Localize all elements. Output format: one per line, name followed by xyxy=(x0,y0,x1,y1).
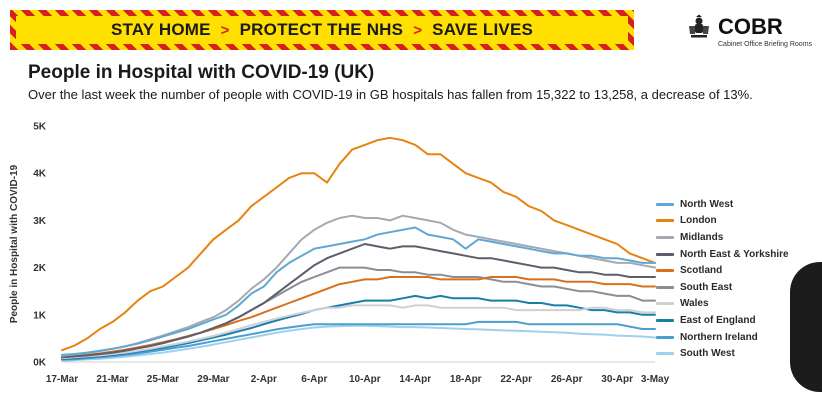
slogan-save-lives: SAVE LIVES xyxy=(432,20,534,39)
chart-legend: North West London Midlands North East & Yor… xyxy=(656,196,816,362)
legend-label: Wales xyxy=(680,298,709,310)
presenter-silhouette xyxy=(790,262,822,392)
y-tick-label: 1K xyxy=(33,310,47,321)
legend-swatch xyxy=(656,302,674,306)
legend-item-london: London xyxy=(656,213,816,230)
series-line-north-east-yorkshire xyxy=(61,243,656,359)
series-line-wales xyxy=(61,304,656,360)
royal-crest-icon xyxy=(689,14,709,38)
legend-swatch xyxy=(656,269,674,273)
chart-subtitle: Over the last week the number of people … xyxy=(28,87,753,102)
x-tick-label: 14-Apr xyxy=(399,374,431,385)
y-axis-label: People in Hospital with COVID-19 xyxy=(9,164,20,323)
x-tick-label: 2-Apr xyxy=(251,374,277,385)
legend-item-north-east-yorkshire: North East & Yorkshire xyxy=(656,246,816,263)
cobr-logo-text: COBR xyxy=(718,14,783,39)
legend-item-south-east: South East xyxy=(656,279,816,296)
slogan-banner: STAY HOME > PROTECT THE NHS > SAVE LIVES xyxy=(10,10,634,50)
legend-swatch xyxy=(656,352,674,356)
slogan-protect-nhs: PROTECT THE NHS xyxy=(239,20,404,39)
x-tick-label: 17-Mar xyxy=(46,374,78,385)
y-tick-label: 0K xyxy=(33,358,47,369)
x-tick-label: 21-Mar xyxy=(96,374,128,385)
legend-swatch xyxy=(656,252,674,256)
x-tick-label: 6-Apr xyxy=(301,374,327,385)
legend-label: London xyxy=(680,215,717,227)
series-line-midlands xyxy=(61,214,656,357)
series-line-north-west xyxy=(61,226,656,356)
x-tick-label: 3-May xyxy=(641,374,670,385)
series-line-london xyxy=(61,136,656,352)
legend-item-scotland: Scotland xyxy=(656,262,816,279)
legend-item-south-west: South West xyxy=(656,345,816,362)
x-tick-label: 30-Apr xyxy=(601,374,633,385)
series-line-east-of-england xyxy=(61,294,656,361)
legend-item-north-west: North West xyxy=(656,196,816,213)
series-line-south-west xyxy=(61,324,656,362)
slogan-separator: > xyxy=(413,21,423,39)
y-tick-label: 2K xyxy=(33,263,47,274)
legend-item-midlands: Midlands xyxy=(656,229,816,246)
legend-label: South West xyxy=(680,348,735,360)
x-tick-label: 29-Mar xyxy=(197,374,229,385)
slogan-stay-home: STAY HOME xyxy=(110,20,211,39)
cobr-logo-subtitle: Cabinet Office Briefing Rooms xyxy=(718,41,813,48)
x-tick-label: 22-Apr xyxy=(500,374,532,385)
chart-title: People in Hospital with COVID-19 (UK) xyxy=(28,62,375,83)
legend-swatch xyxy=(656,202,674,206)
legend-swatch xyxy=(656,318,674,322)
slogan-separator: > xyxy=(220,21,230,39)
legend-item-wales: Wales xyxy=(656,296,816,313)
x-tick-label: 10-Apr xyxy=(349,374,381,385)
legend-label: South East xyxy=(680,281,733,293)
series-line-northern-ireland xyxy=(61,320,656,361)
y-tick-label: 5K xyxy=(33,122,47,133)
y-tick-label: 3K xyxy=(33,216,47,227)
x-tick-label: 18-Apr xyxy=(450,374,482,385)
cobr-logo: COBR Cabinet Office Briefing Rooms xyxy=(684,12,814,52)
y-tick-label: 4K xyxy=(33,169,47,180)
legend-item-northern-ireland: Northern Ireland xyxy=(656,329,816,346)
legend-label: Midlands xyxy=(680,231,724,243)
legend-swatch xyxy=(656,219,674,223)
legend-label: Scotland xyxy=(680,265,723,277)
legend-swatch xyxy=(656,285,674,289)
legend-label: East of England xyxy=(680,314,756,326)
x-tick-label: 25-Mar xyxy=(147,374,179,385)
legend-label: North East & Yorkshire xyxy=(680,248,789,260)
x-tick-label: 26-Apr xyxy=(551,374,583,385)
legend-label: North West xyxy=(680,198,734,210)
legend-swatch xyxy=(656,235,674,239)
legend-item-east-of-england: East of England xyxy=(656,312,816,329)
legend-swatch xyxy=(656,335,674,339)
legend-label: Northern Ireland xyxy=(680,331,758,343)
